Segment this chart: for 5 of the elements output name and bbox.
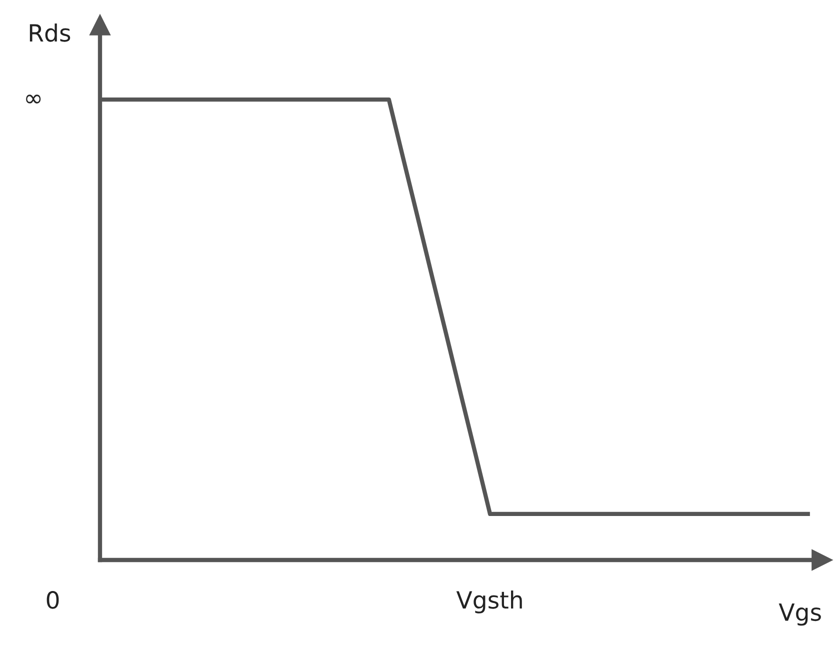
text: ∞	[26, 94, 41, 104]
text: Vgsth	[456, 590, 522, 614]
x-axis-title: Vgs	[778, 604, 821, 626]
y-axis-title: Rds	[30, 24, 70, 42]
text: 0	[46, 590, 59, 609]
